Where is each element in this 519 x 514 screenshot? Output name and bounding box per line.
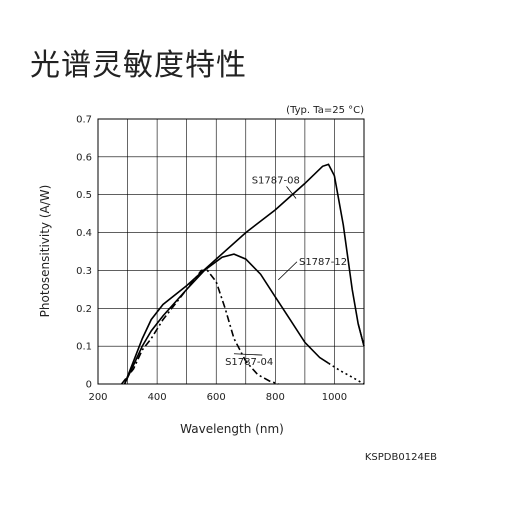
x-tick-label: 600 bbox=[207, 392, 226, 403]
series-label: S1787-08 bbox=[252, 175, 300, 186]
x-tick-label: 200 bbox=[88, 392, 107, 403]
document-code: KSPDB0124EB bbox=[365, 452, 437, 463]
series-s1787-08-edge bbox=[357, 323, 365, 347]
x-tick-label: 1000 bbox=[322, 392, 347, 403]
series-s1787-12-line bbox=[123, 253, 329, 385]
y-tick-label: 0.6 bbox=[76, 152, 92, 163]
y-tick-label: 0.3 bbox=[76, 266, 92, 277]
series-label: S1787-04 bbox=[225, 357, 273, 368]
series-s1787-04-line bbox=[120, 269, 279, 385]
y-tick-label: 0 bbox=[86, 380, 92, 391]
series-label: S1787-12 bbox=[299, 257, 347, 268]
series-label-leader bbox=[286, 186, 297, 199]
condition-note: (Typ. Ta=25 °C) bbox=[286, 105, 364, 116]
series-s1787-08-line bbox=[123, 163, 365, 385]
series-label-leader bbox=[233, 353, 263, 356]
y-tick-label: 0.4 bbox=[76, 228, 92, 239]
page-title: 光谱灵敏度特性 bbox=[30, 48, 247, 83]
y-tick-label: 0.5 bbox=[76, 190, 92, 201]
x-axis-label: Wavelength (nm) bbox=[180, 422, 284, 436]
y-tick-label: 0.1 bbox=[76, 342, 92, 353]
series-s1787-12-tail bbox=[328, 362, 365, 385]
y-axis-label: Photosensitivity (A/W) bbox=[38, 185, 52, 318]
series-label-leader bbox=[278, 261, 298, 281]
y-tick-label: 0.2 bbox=[76, 304, 92, 315]
x-tick-label: 800 bbox=[266, 392, 285, 403]
plot-frame bbox=[97, 118, 365, 385]
x-tick-label: 400 bbox=[148, 392, 167, 403]
y-tick-label: 0.7 bbox=[76, 115, 92, 126]
